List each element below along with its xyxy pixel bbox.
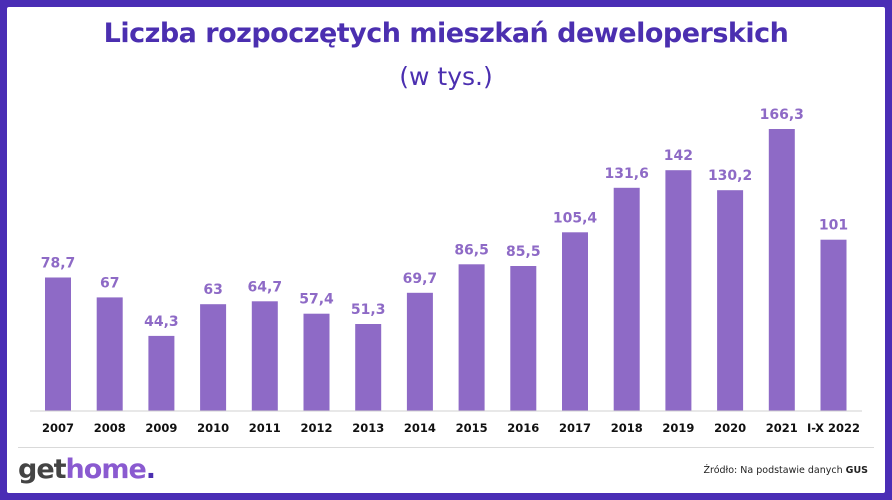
value-label: 57,4 bbox=[299, 292, 334, 308]
value-label: 78,7 bbox=[41, 256, 76, 272]
value-label: 51,3 bbox=[351, 302, 386, 318]
bar-2014 bbox=[406, 292, 433, 411]
bar-2013 bbox=[355, 324, 382, 411]
logo-text-dot: . bbox=[145, 454, 156, 485]
value-label: 166,3 bbox=[760, 107, 804, 123]
logo-text-get: get bbox=[18, 454, 67, 485]
value-label: 105,4 bbox=[553, 210, 598, 226]
category-label: 2015 bbox=[456, 421, 488, 435]
value-label: 67 bbox=[100, 275, 119, 291]
value-label: 130,2 bbox=[708, 168, 752, 184]
bar-2017 bbox=[562, 232, 588, 411]
category-label: 2011 bbox=[249, 421, 281, 435]
category-label: 2007 bbox=[42, 421, 74, 435]
category-label: 2020 bbox=[714, 421, 746, 435]
source-org: GUS bbox=[845, 465, 868, 476]
category-label: 2012 bbox=[300, 421, 332, 435]
bar-2008 bbox=[96, 297, 123, 411]
source-note: Źródło: Na podstawie danych GUS bbox=[704, 465, 869, 476]
bar-2011 bbox=[251, 301, 278, 411]
bar-2012 bbox=[303, 313, 330, 411]
bar-2019 bbox=[665, 170, 692, 411]
category-label: 2016 bbox=[507, 421, 539, 435]
category-label: 2008 bbox=[94, 421, 126, 435]
category-label: 2017 bbox=[559, 421, 591, 435]
value-label: 101 bbox=[819, 218, 848, 234]
footer-divider bbox=[18, 447, 874, 448]
chart-subtitle: (w tys.) bbox=[399, 62, 493, 91]
value-label: 131,6 bbox=[605, 166, 649, 182]
bar-2007 bbox=[45, 277, 71, 411]
logo-text-home: home bbox=[65, 454, 147, 485]
bar-2018 bbox=[613, 187, 640, 411]
value-label: 142 bbox=[664, 148, 693, 164]
bar-2021 bbox=[768, 129, 795, 411]
value-label: 85,5 bbox=[506, 244, 541, 260]
value-label: 63 bbox=[203, 282, 222, 298]
value-label: 64,7 bbox=[248, 279, 283, 295]
value-label: 86,5 bbox=[454, 242, 489, 258]
category-label: 2018 bbox=[611, 421, 643, 435]
category-label: 2014 bbox=[404, 421, 436, 435]
category-label: 2010 bbox=[197, 421, 229, 435]
category-label: 2009 bbox=[145, 421, 177, 435]
bar-2016 bbox=[510, 266, 537, 411]
category-label: 2013 bbox=[352, 421, 384, 435]
bar-2020 bbox=[717, 190, 744, 411]
gethome-logo: gethome. bbox=[18, 454, 156, 485]
bar-2010 bbox=[200, 304, 227, 411]
category-label: 2019 bbox=[662, 421, 694, 435]
value-label: 69,7 bbox=[403, 271, 438, 287]
bar-2015 bbox=[458, 264, 485, 411]
bar-i-x-2022 bbox=[820, 239, 847, 411]
category-label: 2021 bbox=[766, 421, 798, 435]
bar-2009 bbox=[148, 335, 175, 411]
chart-title: Liczba rozpoczętych mieszkań dewelopersk… bbox=[103, 18, 789, 49]
category-label: I-X 2022 bbox=[807, 421, 860, 435]
value-label: 44,3 bbox=[144, 314, 179, 330]
source-prefix: Źródło: Na podstawie danych bbox=[703, 465, 843, 476]
